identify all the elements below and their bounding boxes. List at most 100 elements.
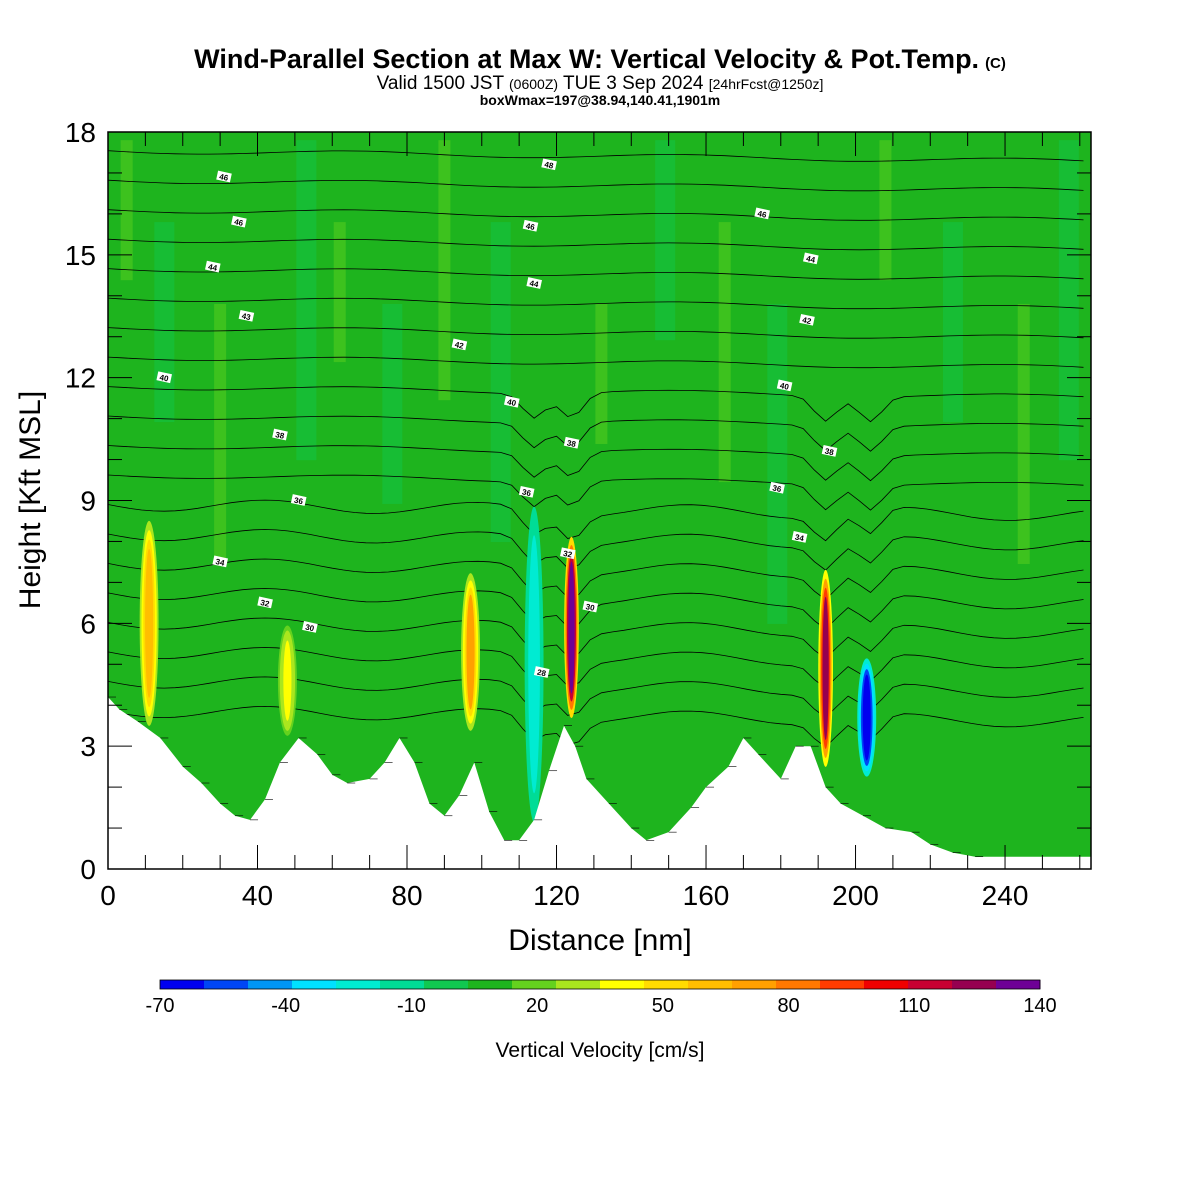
isentrope-label: 32 — [257, 596, 273, 609]
colorbar-swatch — [952, 980, 997, 989]
x-tick-label: 200 — [832, 880, 879, 911]
field-texture-band — [296, 140, 317, 461]
box-info: boxWmax=197@38.94,140.41,1901m — [479, 92, 721, 108]
colorbar-swatch — [336, 980, 381, 989]
isentrope-label-box — [799, 313, 815, 326]
isentrope-label: 40 — [156, 371, 172, 384]
isentrope-label-box — [526, 277, 542, 289]
velocity-plume-2 — [466, 594, 475, 710]
isentrope-line-35 — [108, 499, 1084, 542]
isentrope-label-text: 34 — [215, 557, 226, 568]
isentrope-label-text: 40 — [506, 397, 517, 408]
isentrope-line-30 — [108, 647, 1084, 689]
isentrope-label: 42 — [799, 313, 815, 326]
isentrope-label-text: 44 — [805, 254, 816, 265]
isentrope-label: 48 — [541, 158, 557, 171]
isentrope-label: 38 — [272, 428, 288, 441]
isentrope-label-box — [754, 207, 770, 220]
isentrope-label-box — [238, 309, 255, 322]
colorbar-swatch — [908, 980, 953, 989]
x-tick-label: 120 — [533, 880, 580, 911]
isentrope-line-29 — [108, 676, 1084, 719]
isentrope-label-box — [518, 485, 535, 498]
isentrope-label-text: 32 — [562, 549, 573, 560]
x-tick-label: 40 — [242, 880, 273, 911]
isentrope-line-36 — [108, 474, 1084, 511]
y-tick-label: 18 — [65, 117, 96, 148]
isentrope-label-box — [541, 158, 557, 171]
isentrope-label-text: 46 — [219, 172, 230, 183]
isentrope-label-box — [791, 531, 808, 543]
colorbar-label: -40 — [271, 995, 300, 1017]
isentrope-line-28 — [108, 705, 1084, 748]
colorbar-swatch — [512, 980, 557, 989]
isentrope-label-box — [272, 428, 288, 441]
colorbar-label: 140 — [1023, 995, 1056, 1017]
valid-utc: (0600Z) — [509, 76, 559, 92]
isentrope-label-text: 42 — [802, 315, 813, 326]
colorbar-frame — [159, 979, 1041, 990]
isentrope-label-box — [504, 395, 520, 408]
colorbar-swatch — [600, 980, 645, 989]
x-tick-label: 0 — [100, 880, 116, 911]
isentrope-line-47 — [108, 150, 1084, 162]
colorbar-swatch — [864, 980, 909, 989]
isentrope-label-box — [302, 621, 318, 633]
x-axis-title: Distance [nm] — [508, 924, 691, 957]
isentrope-label-box — [563, 436, 580, 449]
isentrope-label-text: 30 — [304, 623, 315, 634]
isentrope-label: 30 — [582, 600, 599, 613]
isentrope-label-text: 36 — [521, 487, 532, 498]
isentrope-label: 40 — [776, 379, 793, 392]
isentrope-label: 36 — [518, 485, 535, 498]
colorbar: -70 -40 -10 20 50 80 110 140 — [146, 979, 1057, 1017]
valid-prefix: Valid 1500 JST — [376, 73, 504, 94]
field-texture-band — [655, 140, 676, 341]
velocity-plume-4 — [568, 561, 575, 694]
y-tick-label: 9 — [80, 486, 96, 517]
colorbar-label: -70 — [146, 995, 175, 1017]
isentrope-label-box — [522, 219, 539, 232]
isentrope-label-box — [821, 445, 838, 457]
colorbar-swatch — [644, 980, 689, 989]
field-texture-band — [382, 303, 403, 504]
field-texture-band — [333, 222, 346, 363]
field-texture-band — [154, 222, 175, 423]
y-tick-label: 0 — [80, 854, 96, 885]
field-texture-band — [1058, 140, 1079, 461]
isentrope-line-41 — [108, 327, 1084, 339]
colorbar-swatch — [556, 980, 601, 989]
isentrope-label-box — [216, 170, 232, 183]
isentrope-label-box — [582, 600, 599, 613]
colorbar-swatch — [248, 980, 293, 989]
y-tick-label: 6 — [80, 608, 96, 639]
isentrope-line-38 — [108, 415, 1084, 452]
isentrope-label-text: 42 — [454, 340, 465, 351]
isentrope-label: 28 — [533, 666, 550, 679]
isentrope-label: 44 — [205, 260, 221, 273]
colorbar-swatch — [424, 980, 469, 989]
isentrope-label-box — [533, 666, 550, 678]
isentrope-label: 34 — [791, 531, 808, 543]
chart-subtitle: Valid 1500 JST (0600Z) TUE 3 Sep 2024 [2… — [0, 73, 1200, 95]
isentrope-label-box — [769, 481, 785, 494]
valid-date: TUE 3 Sep 2024 — [562, 73, 704, 94]
isentrope-label-box — [451, 338, 468, 351]
isentrope-label-text: 32 — [260, 598, 271, 609]
y-tick-label: 3 — [80, 731, 96, 762]
isentrope-label-box — [212, 555, 228, 568]
isentrope-label-text: 38 — [824, 447, 835, 458]
isentrope-label: 42 — [451, 338, 468, 351]
velocity-plume-6 — [862, 674, 871, 761]
field-texture-band — [718, 222, 731, 483]
isentrope-line-39 — [108, 386, 1084, 423]
colorbar-swatch — [688, 980, 733, 989]
colorbar-title: Vertical Velocity [cm/s] — [496, 1039, 705, 1062]
colorbar-swatch — [776, 980, 821, 989]
colorbar-label: 20 — [526, 995, 548, 1017]
isentrope-label-box — [156, 371, 172, 384]
isentrope-label-text: 28 — [536, 668, 547, 679]
isentrope-line-45 — [108, 209, 1084, 221]
